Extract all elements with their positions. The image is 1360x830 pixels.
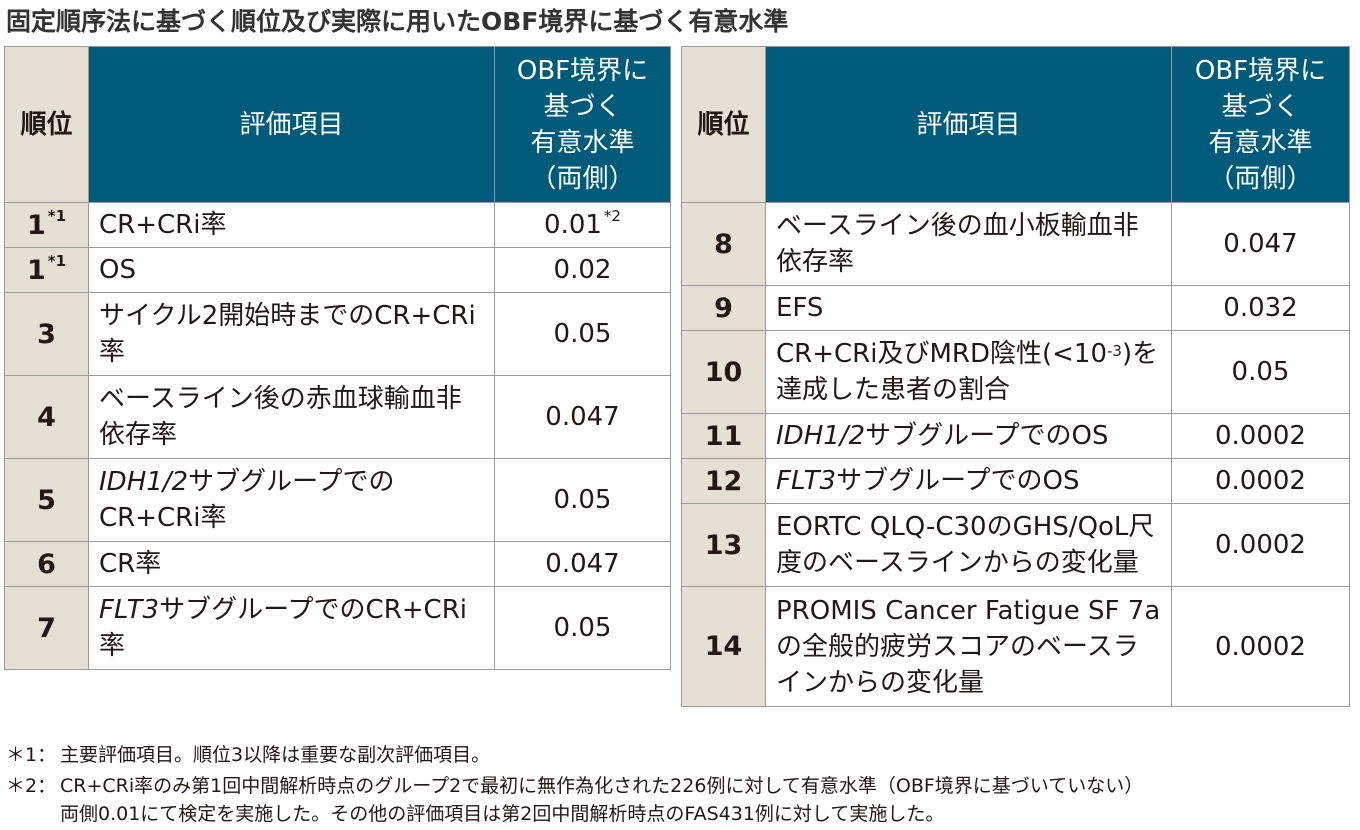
rank-cell: 7 <box>4 586 89 670</box>
rank-cell: 8 <box>681 202 766 286</box>
item-cell: CR+CRi及びMRD陰性(<10-3)を達成した患者の割合 <box>765 330 1172 414</box>
item-cell: IDH1/2サブグループでのCR+CRi率 <box>88 458 495 542</box>
item-header: 評価項目 <box>88 46 495 203</box>
rank-table-left: 順位 評価項目 OBF境界に 基づく 有意水準 （両側） 1 *1 CR+CRi率… <box>4 46 671 670</box>
table-row: 1 *1 CR+CRi率 0.01 *2 <box>4 202 671 248</box>
rank-cell: 10 <box>681 330 766 414</box>
table-row: 10 CR+CRi及びMRD陰性(<10-3)を達成した患者の割合 0.05 <box>681 330 1350 414</box>
level-cell: 0.01 *2 <box>494 202 671 248</box>
table-row: 14 PROMIS Cancer Fatigue SF 7aの全般的疲労スコアの… <box>681 586 1350 707</box>
level-cell: 0.047 <box>1171 202 1350 286</box>
item-cell: OS <box>88 247 495 293</box>
rank-cell: 1 *1 <box>4 247 89 293</box>
rank-header: 順位 <box>681 46 766 203</box>
item-header: 評価項目 <box>765 46 1172 203</box>
level-cell: 0.05 <box>494 292 671 376</box>
rank-cell: 12 <box>681 458 766 504</box>
rank-cell: 3 <box>4 292 89 376</box>
rank-cell: 1 *1 <box>4 202 89 248</box>
rank-table-right: 順位 評価項目 OBF境界に 基づく 有意水準 （両側） 8 ベースライン後の血… <box>681 46 1350 707</box>
item-cell: FLT3サブグループでのCR+CRi率 <box>88 586 495 670</box>
footnote-2: ＊2： CR+CRi率のみ第1回中間解析時点のグループ2で最初に無作為化された22… <box>6 775 1144 797</box>
item-cell: IDH1/2サブグループでのOS <box>765 413 1172 459</box>
rank-cell: 13 <box>681 503 766 587</box>
rank-header: 順位 <box>4 46 89 203</box>
table-row: 11 IDH1/2サブグループでのOS 0.0002 <box>681 413 1350 459</box>
level-cell: 0.0002 <box>1171 413 1350 459</box>
item-cell: ベースライン後の血小板輸血非依存率 <box>765 202 1172 286</box>
table-row: 13 EORTC QLQ-C30のGHS/QoL尺度のベースラインからの変化量 … <box>681 503 1350 587</box>
table-row: 5 IDH1/2サブグループでのCR+CRi率 0.05 <box>4 458 671 542</box>
level-header: OBF境界に 基づく 有意水準 （両側） <box>494 46 671 203</box>
rank-cell: 5 <box>4 458 89 542</box>
page-title: 固定順序法に基づく順位及び実際に用いたOBF境界に基づく有意水準 <box>6 7 789 36</box>
footnote-2-cont: 両側0.01にて検定を実施した。その他の評価項目は第2回中間解析時点のFAS43… <box>60 803 945 825</box>
table-row: 3 サイクル2開始時までのCR+CRi率 0.05 <box>4 292 671 376</box>
item-cell: FLT3サブグループでのOS <box>765 458 1172 504</box>
level-cell: 0.05 <box>494 586 671 670</box>
rank-cell: 9 <box>681 285 766 331</box>
level-cell: 0.0002 <box>1171 503 1350 587</box>
level-cell: 0.05 <box>1171 330 1350 414</box>
level-header: OBF境界に 基づく 有意水準 （両側） <box>1171 46 1350 203</box>
level-cell: 0.0002 <box>1171 586 1350 707</box>
level-cell: 0.047 <box>494 541 671 587</box>
level-cell: 0.05 <box>494 458 671 542</box>
item-cell: ベースライン後の赤血球輸血非依存率 <box>88 375 495 459</box>
rank-cell: 4 <box>4 375 89 459</box>
item-cell: CR率 <box>88 541 495 587</box>
level-cell: 0.0002 <box>1171 458 1350 504</box>
table-row: 1 *1 OS 0.02 <box>4 247 671 293</box>
rank-cell: 6 <box>4 541 89 587</box>
item-cell: PROMIS Cancer Fatigue SF 7aの全般的疲労スコアのベース… <box>765 586 1172 707</box>
item-cell: サイクル2開始時までのCR+CRi率 <box>88 292 495 376</box>
rank-cell: 14 <box>681 586 766 707</box>
level-cell: 0.02 <box>494 247 671 293</box>
item-cell: EORTC QLQ-C30のGHS/QoL尺度のベースラインからの変化量 <box>765 503 1172 587</box>
table-row: 9 EFS 0.032 <box>681 285 1350 331</box>
table-row: 4 ベースライン後の赤血球輸血非依存率 0.047 <box>4 375 671 459</box>
footnote-1: ＊1： 主要評価項目。順位3以降は重要な副次評価項目。 <box>6 744 491 766</box>
table-row: 7 FLT3サブグループでのCR+CRi率 0.05 <box>4 586 671 670</box>
level-cell: 0.047 <box>494 375 671 459</box>
item-cell: CR+CRi率 <box>88 202 495 248</box>
rank-cell: 11 <box>681 413 766 459</box>
level-cell: 0.032 <box>1171 285 1350 331</box>
table-row: 6 CR率 0.047 <box>4 541 671 587</box>
item-cell: EFS <box>765 285 1172 331</box>
table-row: 12 FLT3サブグループでのOS 0.0002 <box>681 458 1350 504</box>
table-row: 8 ベースライン後の血小板輸血非依存率 0.047 <box>681 202 1350 286</box>
